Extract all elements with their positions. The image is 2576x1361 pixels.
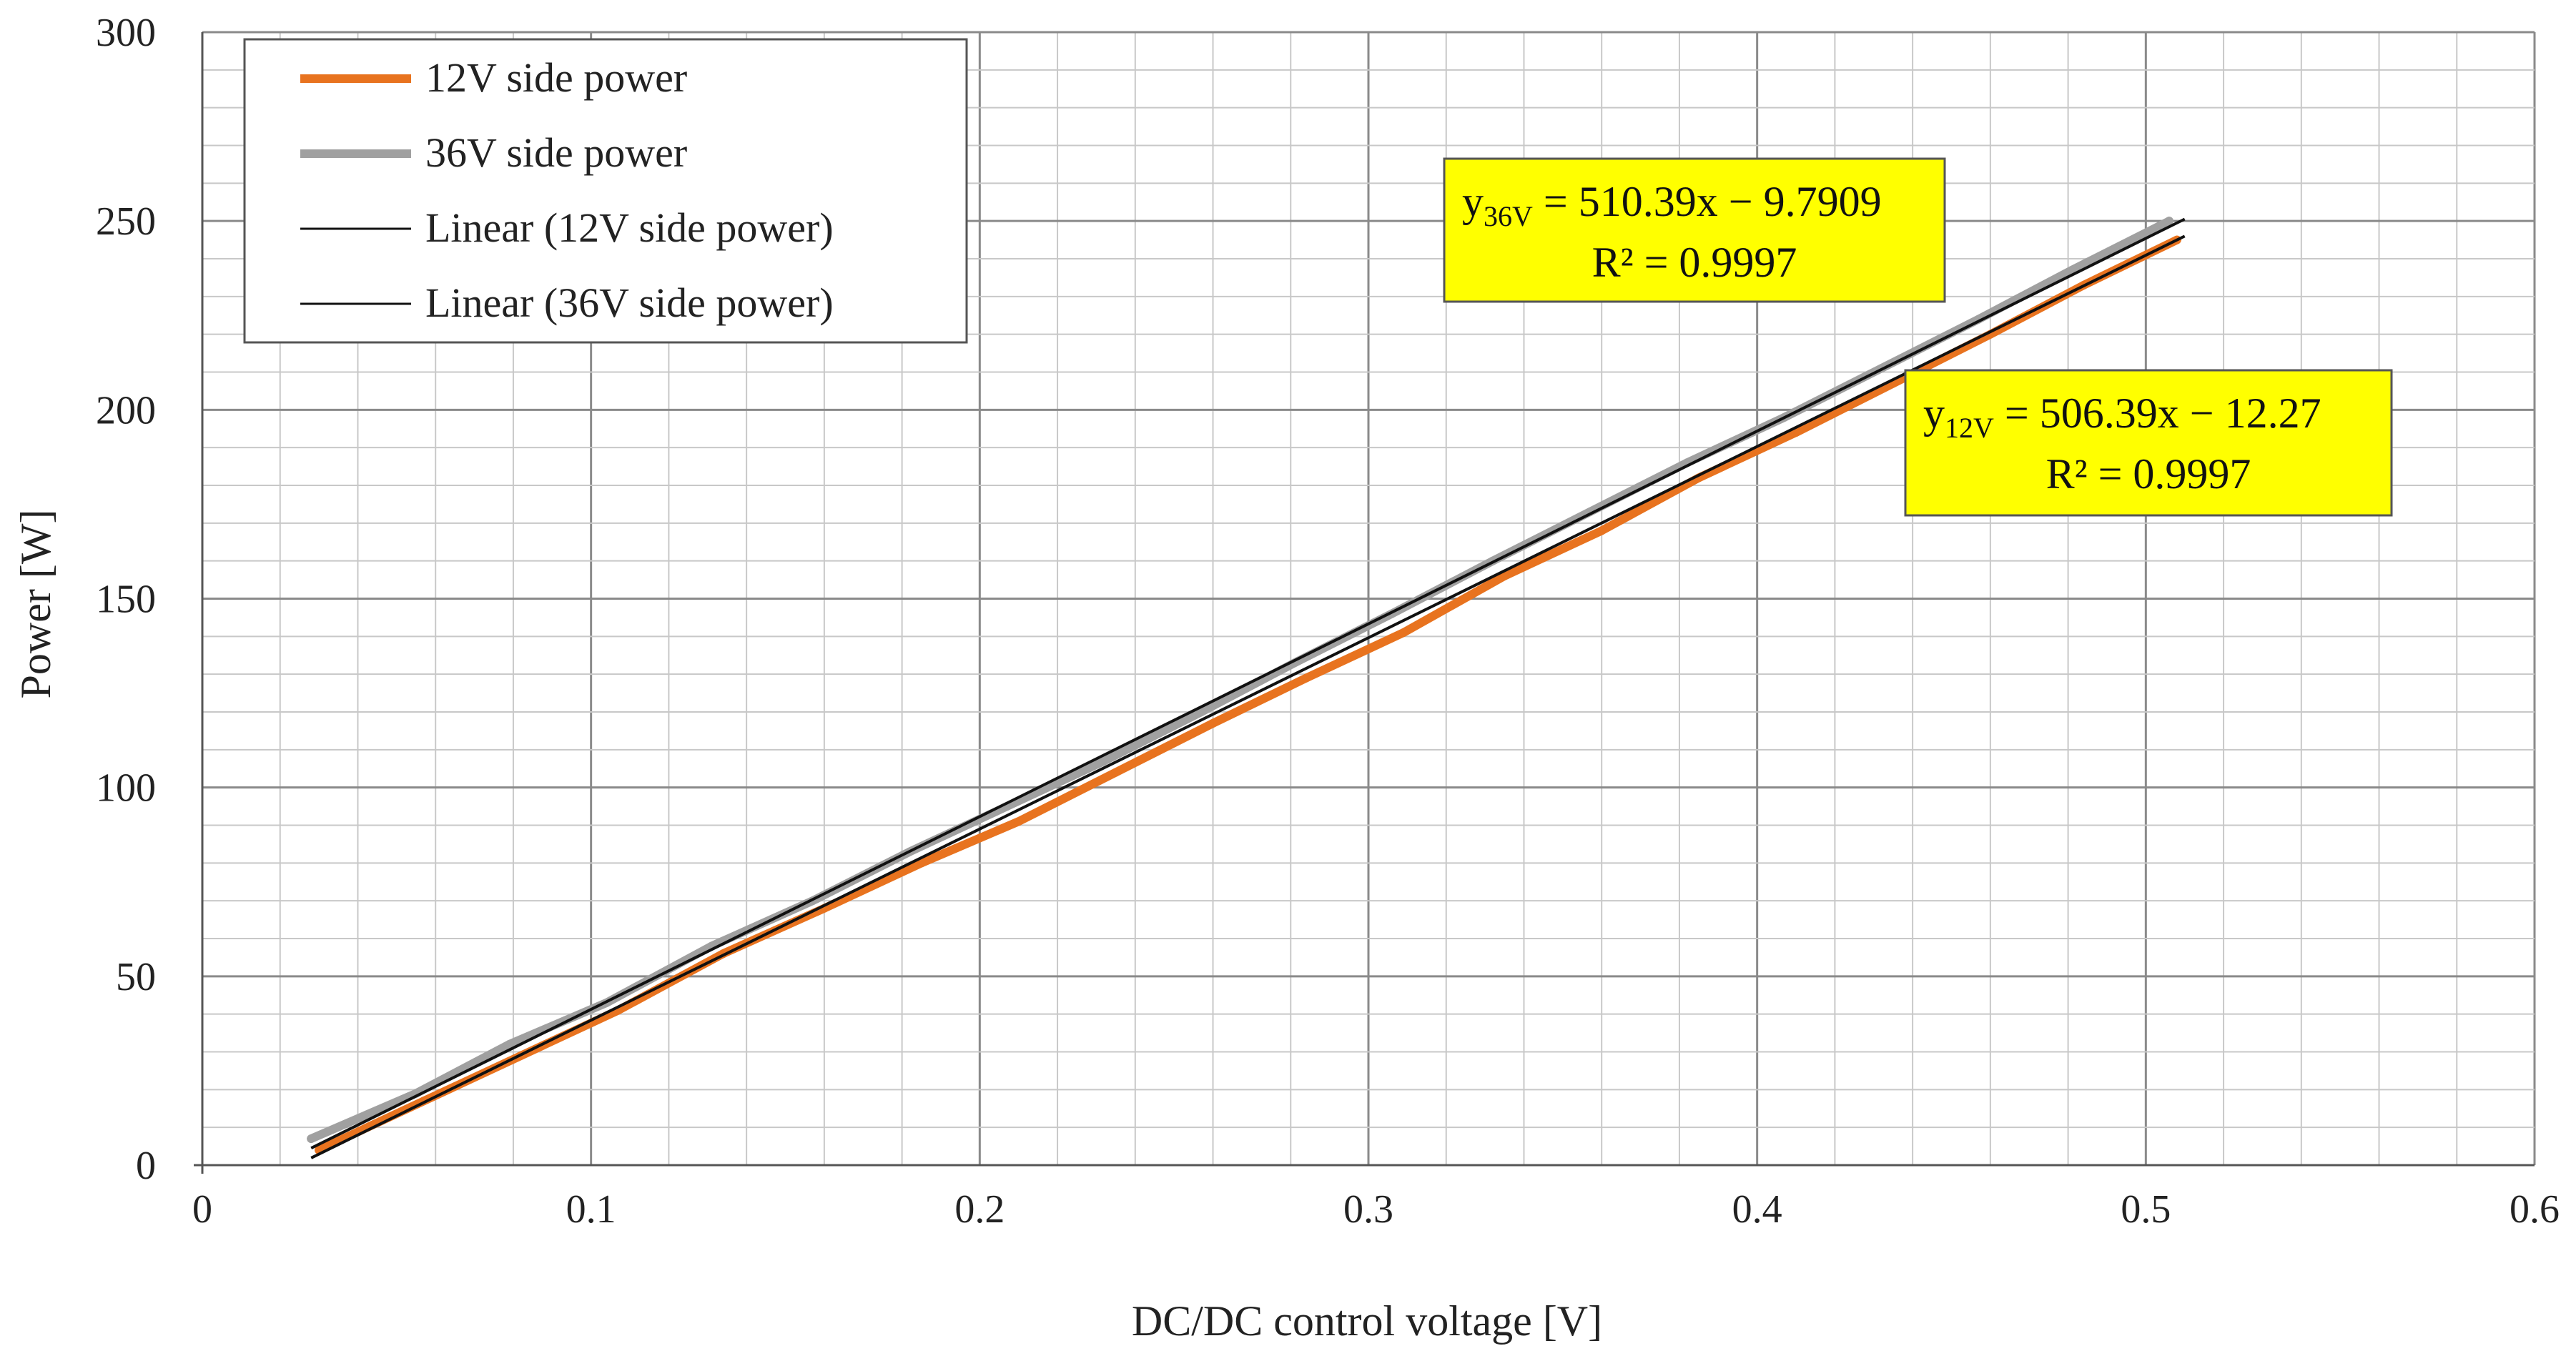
equation-box-36v-bg — [1443, 157, 1946, 303]
trendlines — [310, 217, 2186, 1159]
data-point-12v — [1792, 428, 1801, 437]
legend-box — [243, 38, 968, 344]
y-tick-label: 0 — [136, 1144, 156, 1188]
axes — [194, 32, 2535, 1174]
data-point-12v — [1111, 768, 1120, 777]
x-tick-label: 0.2 — [954, 1187, 1005, 1232]
equation-box-12v: y12V = 506.39x − 12.27 R² = 0.9997 — [1904, 369, 2393, 517]
data-point-36v — [505, 1039, 514, 1049]
r-squared-36v: R² = 0.9997 — [1592, 239, 1797, 286]
legend-label-linear-36v: Linear (36V side power) — [425, 279, 834, 326]
r-squared-12v: R² = 0.9997 — [2046, 450, 2251, 498]
equation-36v: y36V = 510.39x − 9.7909 — [1462, 178, 1882, 232]
trendline-12v — [310, 234, 2186, 1159]
legend: 12V side power 36V side power Linear (12… — [243, 38, 968, 344]
legend-label-12v: 12V side power — [425, 54, 687, 101]
data-point-12v — [1597, 526, 1607, 535]
data-point-12v — [1302, 673, 1311, 683]
x-tick-label: 0 — [192, 1187, 212, 1232]
legend-label-36v: 36V side power — [425, 129, 687, 176]
data-point-12v — [1014, 817, 1023, 826]
trendline-36v — [310, 217, 2186, 1150]
equation-36v-rhs: = 510.39x − 9.7909 — [1533, 178, 1882, 225]
equation-12v-rhs: = 506.39x − 12.27 — [1994, 390, 2321, 437]
data-point-36v — [1197, 708, 1206, 716]
y-axis-title: Power [W] — [12, 510, 59, 699]
series-line-12v — [315, 235, 2181, 1154]
data-point-36v — [2068, 265, 2077, 274]
x-tick-label: 0.4 — [1732, 1187, 1782, 1232]
y-tick-labels: 0 50 100 150 200 250 300 — [96, 11, 156, 1188]
equation-36v-subscript: 36V — [1484, 200, 1533, 232]
x-tick-labels: 0 0.1 0.2 0.3 0.4 0.5 0.6 — [192, 1187, 2560, 1232]
series-line-36v — [307, 217, 2173, 1143]
equation-12v-y: y — [1923, 390, 1945, 437]
equation-12v-subscript: 12V — [1945, 412, 1994, 444]
data-point-36v — [1100, 756, 1109, 766]
data-point-12v — [1500, 571, 1509, 580]
y-tick-label: 200 — [96, 388, 156, 432]
y-tick-label: 250 — [96, 199, 156, 244]
data-point-12v — [1398, 628, 1408, 638]
legend-label-linear-12v: Linear (12V side power) — [425, 204, 834, 251]
y-tick-label: 100 — [96, 766, 156, 811]
x-tick-label: 0.3 — [1343, 1187, 1393, 1232]
equation-36v-y: y — [1462, 178, 1484, 225]
data-point-36v — [2164, 217, 2173, 226]
y-tick-label: 150 — [96, 578, 156, 622]
data-point-12v — [917, 858, 926, 868]
x-tick-label: 0.5 — [2121, 1187, 2171, 1232]
equation-12v: y12V = 506.39x − 12.27 — [1923, 390, 2321, 444]
data-point-12v — [1208, 718, 1218, 728]
x-tick-label: 0.6 — [2510, 1187, 2560, 1232]
y-tick-label: 300 — [96, 11, 156, 55]
equation-box-12v-bg — [1904, 369, 2393, 517]
x-axis-title: DC/DC control voltage [V] — [1132, 1297, 1602, 1345]
data-point-36v — [307, 1134, 316, 1144]
y-tick-label: 50 — [116, 955, 156, 999]
x-tick-label: 0.1 — [566, 1187, 616, 1232]
equation-box-36v: y36V = 510.39x − 9.7909 R² = 0.9997 — [1443, 157, 1946, 303]
